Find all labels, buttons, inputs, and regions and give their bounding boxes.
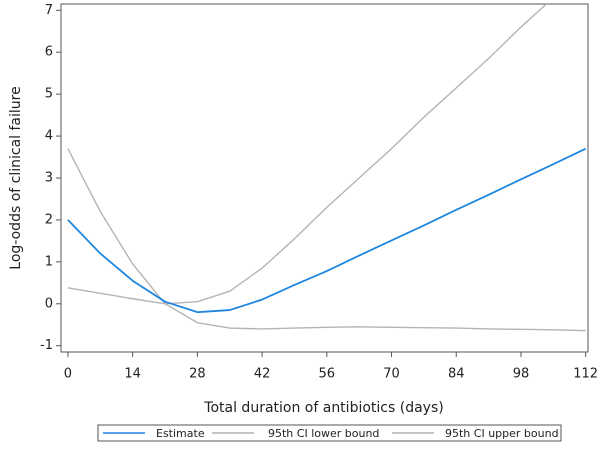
- legend-label: 95th CI lower bound: [268, 427, 379, 440]
- x-tick-label: 28: [189, 367, 206, 382]
- y-axis-label: Log-odds of clinical failure: [8, 86, 24, 269]
- y-tick-label: -1: [40, 338, 53, 353]
- y-tick-label: 2: [45, 212, 53, 227]
- legend-label: Estimate: [156, 427, 205, 440]
- series-line: [67, 147, 587, 314]
- y-tick-label: 0: [45, 296, 53, 311]
- series-line: [67, 4, 548, 305]
- y-tick-label: 5: [45, 87, 53, 102]
- y-tick-label: 3: [45, 171, 53, 186]
- series-line: [67, 148, 586, 332]
- y-tick-label: 7: [45, 3, 53, 18]
- y-tick-label: 6: [45, 45, 53, 60]
- x-tick-label: 98: [513, 367, 530, 382]
- x-axis-label: Total duration of antibiotics (days): [203, 400, 443, 416]
- x-tick-label: 112: [573, 367, 598, 382]
- x-tick-label: 84: [448, 367, 465, 382]
- legend-box: [97, 424, 562, 442]
- lines: [67, 4, 587, 332]
- legend-label: 95th CI upper bound: [445, 427, 559, 440]
- x-tick-label: 56: [319, 367, 336, 382]
- x-tick-label: 42: [254, 367, 271, 382]
- x-tick-label: 14: [124, 367, 141, 382]
- x-tick-label: 70: [383, 367, 400, 382]
- x-tick-label: 0: [64, 367, 72, 382]
- y-tick-label: 1: [45, 254, 53, 269]
- y-tick-label: 4: [45, 129, 53, 144]
